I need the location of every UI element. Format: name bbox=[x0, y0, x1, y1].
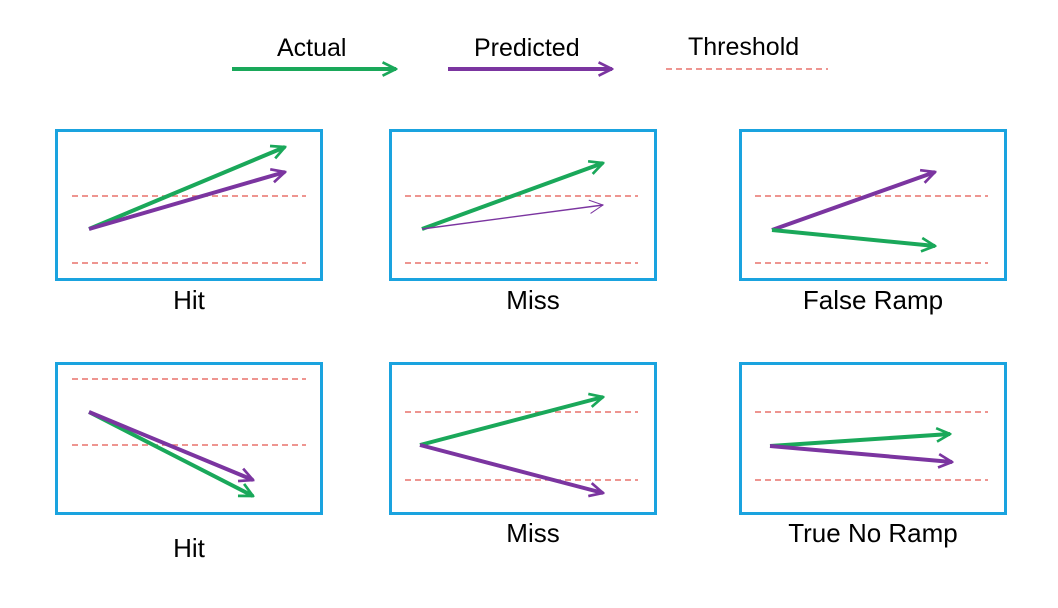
legend-actual-label: Actual bbox=[277, 34, 347, 62]
caption-miss-1: Miss bbox=[506, 285, 560, 315]
predicted-arrow bbox=[421, 199, 605, 230]
predicted-arrow bbox=[88, 172, 285, 231]
predicted-arrow bbox=[419, 443, 603, 493]
caption-hit-1: Hit bbox=[173, 285, 205, 315]
panel-miss-2 bbox=[389, 362, 657, 515]
caption-true-no-ramp: True No Ramp bbox=[788, 518, 958, 548]
predicted-arrow bbox=[769, 444, 952, 462]
panel-hit-2 bbox=[55, 362, 323, 515]
predicted-arrow bbox=[88, 410, 253, 480]
actual-arrow bbox=[419, 397, 603, 447]
actual-arrow bbox=[769, 434, 950, 448]
actual-arrow bbox=[88, 410, 253, 498]
panel-false-ramp bbox=[739, 129, 1007, 281]
legend-predicted-label: Predicted bbox=[474, 34, 580, 62]
predicted-arrow bbox=[771, 172, 935, 232]
actual-arrow bbox=[421, 163, 603, 231]
panel-miss-1 bbox=[389, 129, 657, 281]
caption-miss-2: Miss bbox=[506, 518, 560, 548]
caption-hit-2: Hit bbox=[173, 533, 205, 563]
legend-threshold-label: Threshold bbox=[688, 33, 800, 61]
caption-false-ramp: False Ramp bbox=[802, 285, 944, 315]
actual-arrow bbox=[771, 228, 935, 246]
actual-arrow bbox=[88, 147, 285, 231]
